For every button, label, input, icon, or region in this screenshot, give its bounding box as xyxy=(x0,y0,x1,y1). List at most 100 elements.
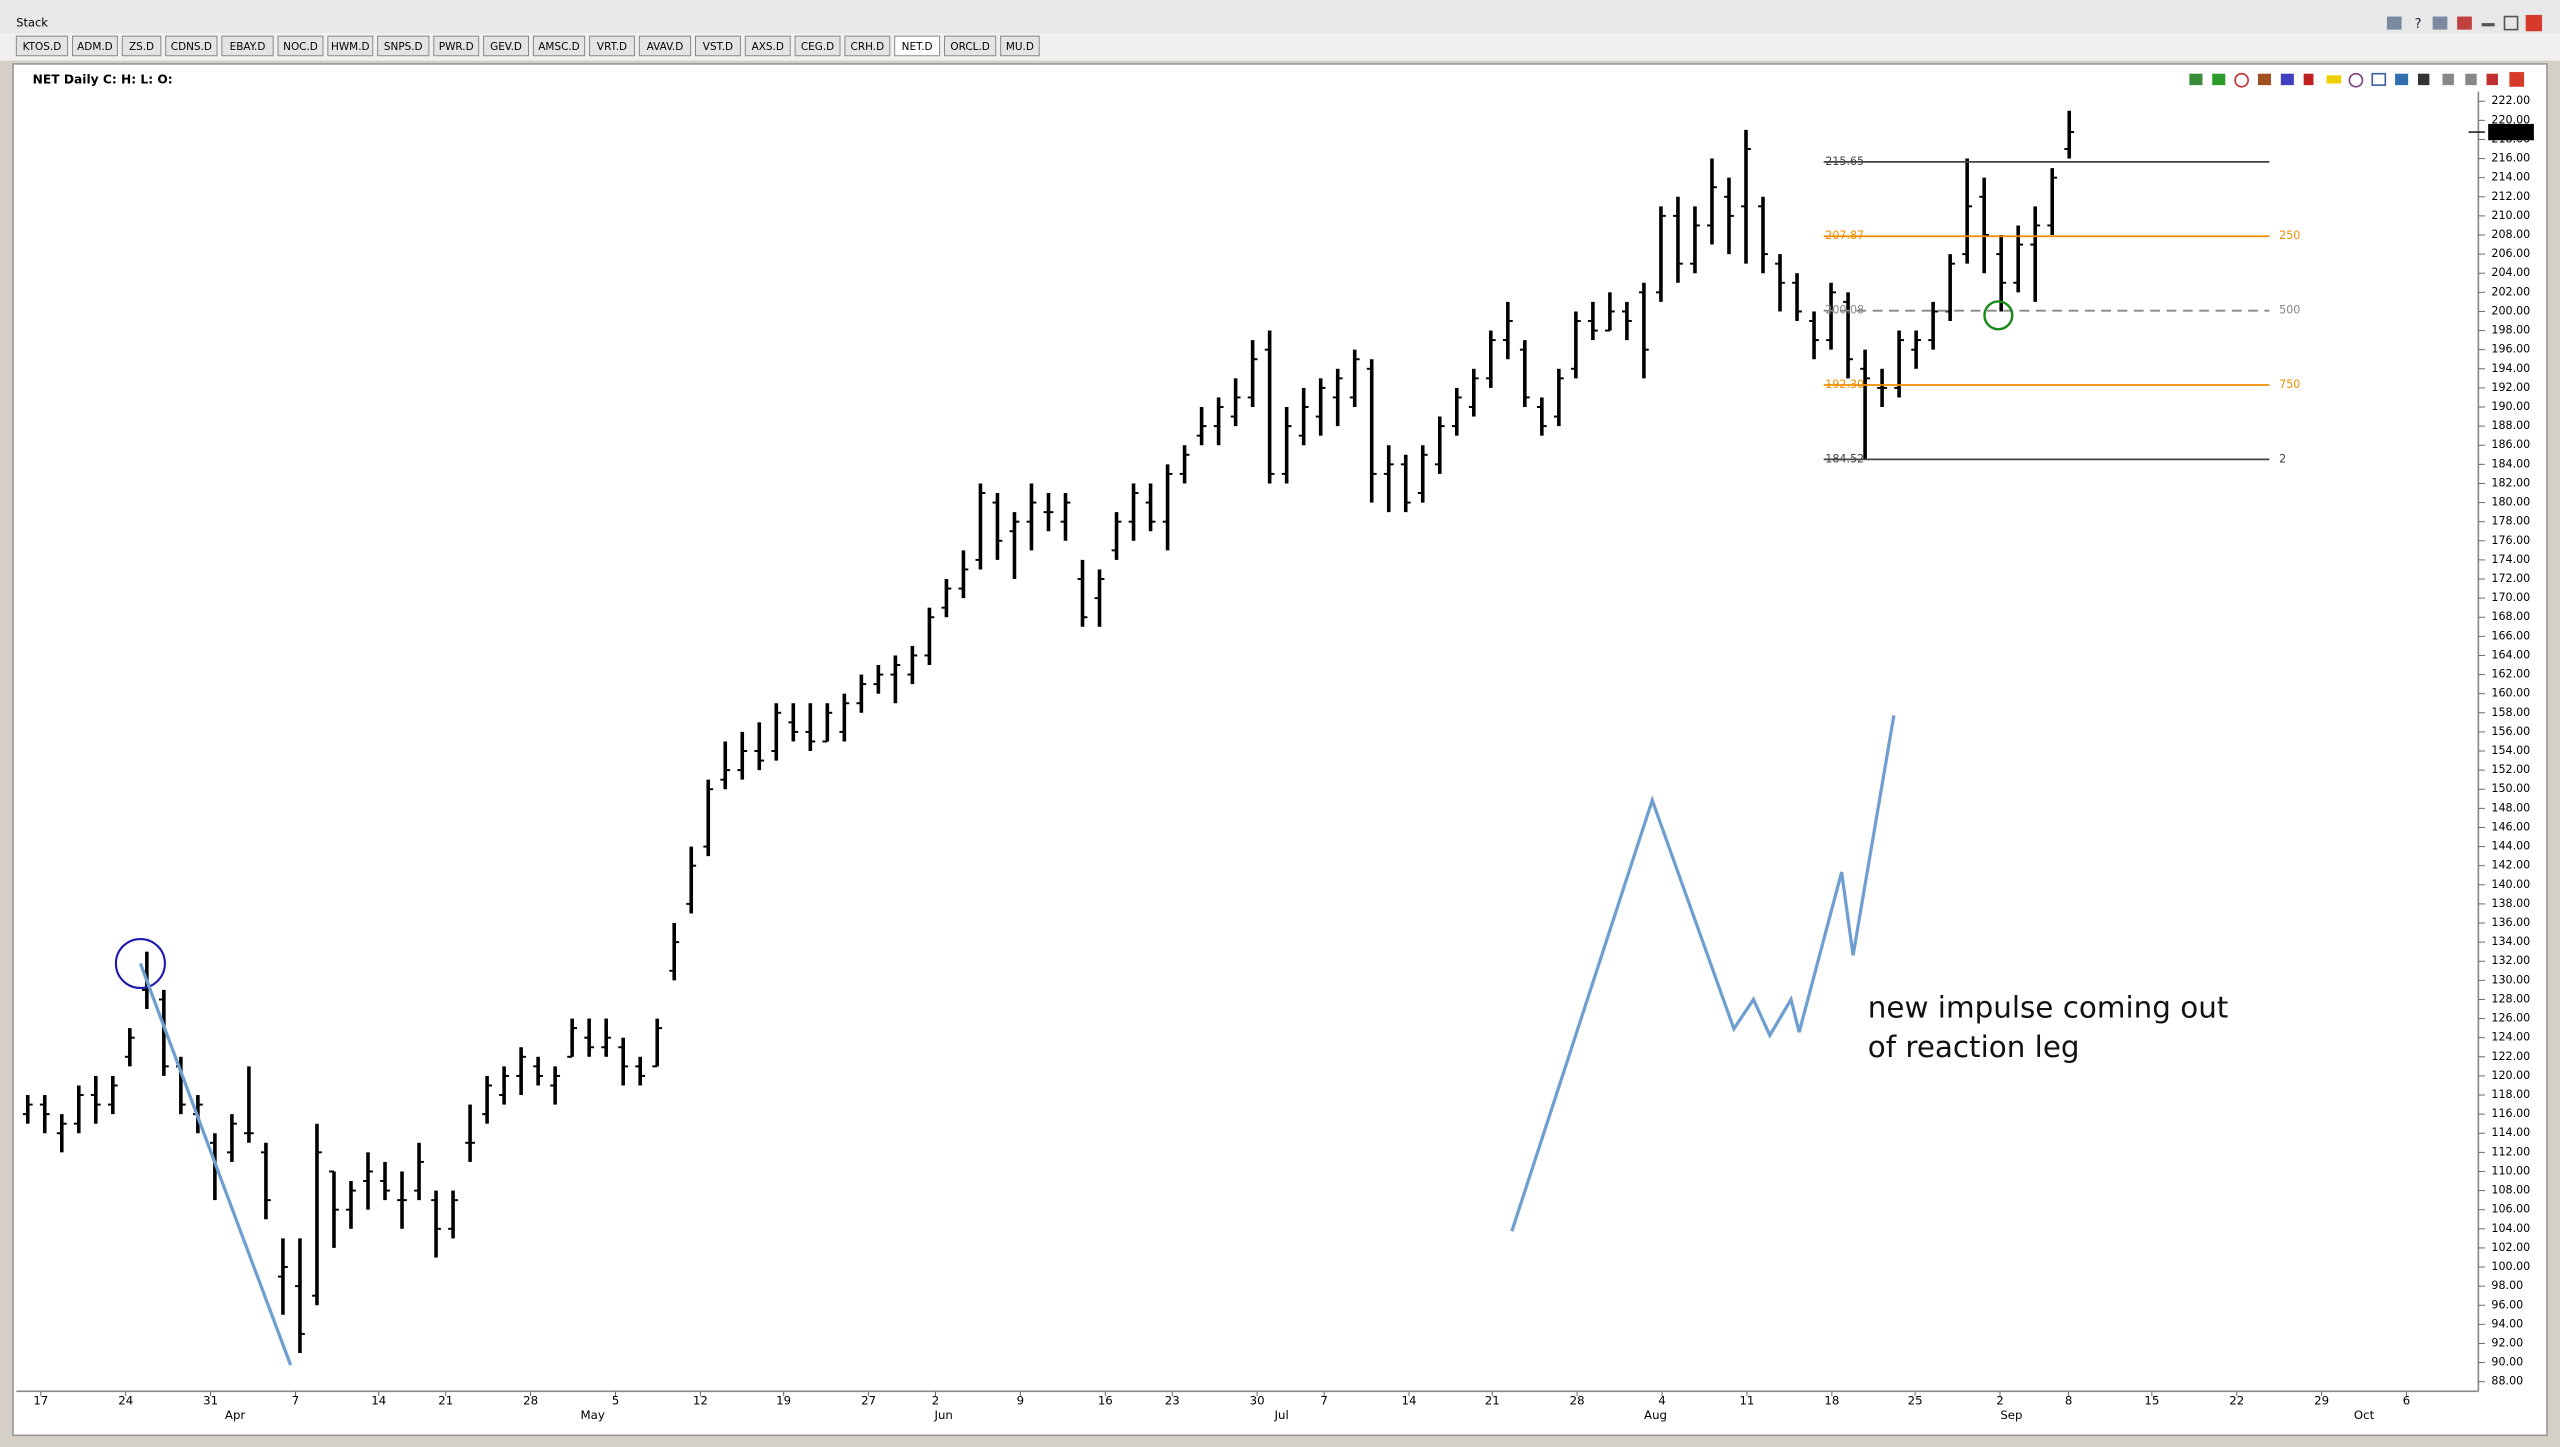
control-icon[interactable] xyxy=(2432,16,2448,30)
tab[interactable] xyxy=(894,35,941,57)
tab[interactable] xyxy=(1000,35,1040,57)
tab-label[interactable]: AMSC.D xyxy=(538,41,579,53)
x-tick-label: 14 xyxy=(371,1394,386,1408)
y-tick-label: 102.00 xyxy=(2491,1241,2530,1254)
tab-label[interactable]: NOC.D xyxy=(283,41,318,53)
y-tick-label: 156.00 xyxy=(2491,725,2530,738)
window-title: Stack xyxy=(16,16,48,30)
tab[interactable] xyxy=(695,35,741,57)
month-label: Apr xyxy=(225,1408,245,1422)
tab-label[interactable]: CRH.D xyxy=(851,41,885,53)
tab[interactable] xyxy=(72,35,118,57)
tool-icon[interactable] xyxy=(2371,72,2387,86)
tab[interactable] xyxy=(433,35,480,57)
y-tick-label: 148.00 xyxy=(2491,801,2530,814)
y-tick-label: 214.00 xyxy=(2491,171,2530,184)
tool-icon[interactable] xyxy=(2234,72,2249,88)
tab-label[interactable]: KTOS.D xyxy=(23,41,62,53)
tool-icon[interactable] xyxy=(2326,75,2342,84)
tab[interactable] xyxy=(15,35,69,57)
tab[interactable] xyxy=(483,35,529,57)
annotation: new impulse coming out xyxy=(1868,991,2229,1025)
tab[interactable] xyxy=(221,35,274,57)
y-tick-label: 208.00 xyxy=(2491,228,2530,241)
tab-label[interactable]: AXS.D xyxy=(752,41,784,53)
tab[interactable] xyxy=(944,35,997,57)
y-tick-label: 110.00 xyxy=(2491,1164,2530,1177)
y-tick-label: 162.00 xyxy=(2491,668,2530,681)
tab[interactable] xyxy=(794,35,841,57)
tool-icon[interactable] xyxy=(2486,73,2498,86)
tab-label[interactable]: CEG.D xyxy=(801,41,834,53)
y-tick-label: 180.00 xyxy=(2491,496,2530,509)
annotation: of reaction leg xyxy=(1868,1030,2080,1064)
x-tick-label: 9 xyxy=(1017,1394,1024,1408)
tool-icon[interactable] xyxy=(2280,73,2294,86)
tool-icon[interactable] xyxy=(2212,73,2226,86)
tab-label[interactable]: NET.D xyxy=(902,41,933,53)
month-label: Jun xyxy=(933,1408,952,1422)
tab[interactable] xyxy=(638,35,692,57)
tab[interactable] xyxy=(121,35,162,57)
help-icon[interactable]: ? xyxy=(2415,17,2422,32)
tool-icon[interactable] xyxy=(2303,73,2314,86)
y-tick-label: 170.00 xyxy=(2491,591,2530,604)
tab-label[interactable]: VRT.D xyxy=(597,41,627,53)
y-tick-label: 188.00 xyxy=(2491,419,2530,432)
tab[interactable] xyxy=(744,35,791,57)
y-tick-label: 140.00 xyxy=(2491,878,2530,891)
tool-icon[interactable] xyxy=(2348,72,2364,88)
y-tick-label: 150.00 xyxy=(2491,782,2530,795)
tool-icon[interactable] xyxy=(2442,73,2454,86)
tool-icon[interactable] xyxy=(2417,73,2430,86)
tool-icon[interactable] xyxy=(2189,73,2203,86)
x-tick-label: 7 xyxy=(292,1394,299,1408)
tab-label[interactable]: VST.D xyxy=(703,41,733,53)
drawn-circle xyxy=(114,937,166,990)
tab-label[interactable]: ORCL.D xyxy=(950,41,989,53)
control-icon[interactable] xyxy=(2386,16,2402,30)
x-tick-label: 5 xyxy=(612,1394,619,1408)
maximize[interactable] xyxy=(2503,15,2519,31)
tab[interactable] xyxy=(277,35,324,57)
tab-label[interactable]: CDNS.D xyxy=(171,41,212,53)
tab-label[interactable]: EBAY.D xyxy=(230,41,266,53)
y-tick-label: 120.00 xyxy=(2491,1069,2530,1082)
month-label: Sep xyxy=(2000,1408,2022,1422)
y-tick-label: 182.00 xyxy=(2491,476,2530,489)
tab-label[interactable]: GEV.D xyxy=(490,41,522,53)
x-tick-label: 2 xyxy=(932,1394,939,1408)
x-tick-label: 12 xyxy=(693,1394,708,1408)
minimize[interactable] xyxy=(2481,23,2495,27)
tab-label[interactable]: HWM.D xyxy=(331,41,370,53)
tab[interactable] xyxy=(844,35,891,57)
tab-label[interactable]: ADM.D xyxy=(77,41,113,53)
y-tick-label: 146.00 xyxy=(2491,820,2530,833)
tab[interactable] xyxy=(377,35,430,57)
tool-icon[interactable] xyxy=(2395,73,2409,86)
close[interactable] xyxy=(2525,14,2543,32)
tab[interactable] xyxy=(327,35,374,57)
tab-label[interactable]: ZS.D xyxy=(129,41,154,53)
tool-icon[interactable] xyxy=(2509,72,2525,87)
tab[interactable] xyxy=(532,35,586,57)
window-controls[interactable]: ? xyxy=(2386,14,2543,32)
y-tick-label: 126.00 xyxy=(2491,1012,2530,1025)
tab-label[interactable]: PWR.D xyxy=(439,41,474,53)
chart-toolbar[interactable] xyxy=(2189,72,2525,88)
y-tick-label: 154.00 xyxy=(2491,744,2530,757)
x-tick-label: 23 xyxy=(1165,1394,1180,1408)
control-icon[interactable] xyxy=(2457,16,2472,30)
tab[interactable] xyxy=(165,35,218,57)
tab[interactable] xyxy=(589,35,635,57)
y-tick-label: 134.00 xyxy=(2491,935,2530,948)
tab-label[interactable]: SNPS.D xyxy=(384,41,423,53)
y-tick-label: 138.00 xyxy=(2491,897,2530,910)
x-tick-label: 16 xyxy=(1098,1394,1113,1408)
tab-label[interactable]: AVAV.D xyxy=(647,41,684,53)
tool-icon[interactable] xyxy=(2257,73,2272,86)
tool-icon[interactable] xyxy=(2465,73,2477,86)
tab-label[interactable]: MU.D xyxy=(1006,41,1034,53)
y-tick-label: 124.00 xyxy=(2491,1031,2530,1044)
y-tick-label: 158.00 xyxy=(2491,706,2530,719)
